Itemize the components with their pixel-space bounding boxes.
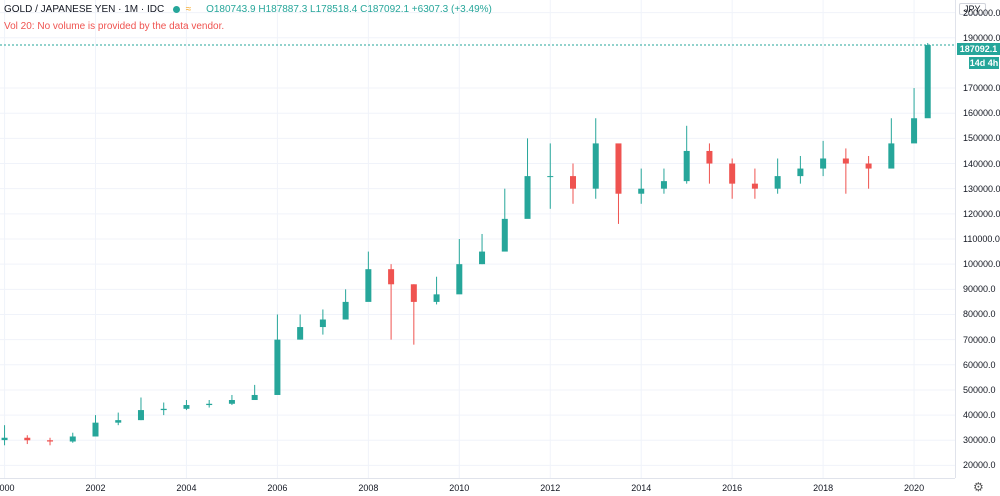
currency-badge[interactable]: JPY <box>959 3 986 15</box>
time-tick-label: 2012 <box>540 483 561 493</box>
candle-body <box>570 176 576 189</box>
candle-body <box>183 405 190 409</box>
bar-countdown-label: 14d 4h <box>969 57 999 69</box>
status-dot-icon <box>173 5 181 13</box>
candle-body <box>615 143 622 194</box>
time-tick-label: 2006 <box>267 483 288 493</box>
last-price-label: 187092.1 <box>957 43 1000 55</box>
candle-body <box>797 168 804 177</box>
chart-settings[interactable]: ⚙ <box>955 478 1000 496</box>
price-tick-label: 130000.0 <box>963 183 1000 194</box>
price-tick-label: 100000.0 <box>963 259 1000 270</box>
time-tick-label: 2002 <box>85 483 106 493</box>
candle-body <box>1 437 8 441</box>
candle-body <box>365 269 372 302</box>
time-tick-label: 2016 <box>722 483 743 493</box>
volume-notice: Vol 20: No volume is provided by the dat… <box>4 21 225 32</box>
price-tick-label: 160000.0 <box>963 108 1000 119</box>
price-tick-label: 170000.0 <box>963 83 1000 94</box>
candle-body <box>228 400 235 404</box>
candle-body <box>433 294 440 302</box>
candle-body <box>751 183 758 189</box>
candle-body <box>388 269 395 285</box>
candle-body <box>820 158 827 169</box>
price-tick-label: 70000.0 <box>963 334 996 345</box>
price-tick-label: 30000.0 <box>963 435 996 446</box>
price-tick-label: 40000.0 <box>963 410 996 421</box>
candle-body <box>297 327 304 340</box>
price-tick-label: 120000.0 <box>963 208 1000 219</box>
candle-body <box>683 150 690 182</box>
candle-body <box>137 410 144 421</box>
gear-icon[interactable]: ⚙ <box>973 480 984 494</box>
candle-body <box>92 422 99 437</box>
candle-body <box>501 218 508 252</box>
price-tick-label: 80000.0 <box>963 309 996 320</box>
time-tick-label: 2014 <box>631 483 652 493</box>
candle-body <box>592 143 599 189</box>
candle-body <box>865 163 872 169</box>
candle-body <box>774 176 781 189</box>
candle-body <box>924 45 931 119</box>
candle-body <box>911 118 918 144</box>
price-tick-label: 60000.0 <box>963 359 996 370</box>
time-tick-label: 2004 <box>176 483 197 493</box>
candle-body <box>888 143 895 169</box>
candle-body <box>24 437 31 441</box>
price-tick-label: 200000.0 <box>963 7 1000 18</box>
candle-body <box>206 403 213 406</box>
price-tick-label: 90000.0 <box>963 284 996 295</box>
chart-pane[interactable]: GOLD / JAPANESE YEN · 1M · IDC ≈ O180743… <box>0 0 955 478</box>
candle-body <box>274 339 281 395</box>
candle-body <box>47 440 54 442</box>
price-tick-label: 110000.0 <box>963 234 1000 244</box>
candle-body <box>69 436 76 442</box>
candle-body <box>524 176 531 219</box>
time-tick-label: 2000 <box>0 483 15 493</box>
price-tick-label: 140000.0 <box>963 158 1000 169</box>
ohlc-values: O180743.9 H187887.3 L178518.4 C187092.1 … <box>206 4 492 15</box>
price-tick-label: 190000.0 <box>963 32 1000 43</box>
symbol-legend[interactable]: GOLD / JAPANESE YEN · 1M · IDC ≈ O180743… <box>4 4 492 15</box>
candle-body <box>842 158 849 164</box>
time-tick-label: 2018 <box>813 483 834 493</box>
candle-body <box>638 188 645 194</box>
candle-body <box>410 284 417 302</box>
candle-body <box>251 394 258 401</box>
candle-body <box>706 150 713 164</box>
candle-body <box>660 181 667 189</box>
price-axis[interactable]: JPY 200000.0 190000.0 170000.0 160000.0 1500… <box>955 0 1000 478</box>
candle-body <box>729 163 736 184</box>
candle-body <box>547 176 554 178</box>
price-tick-label: 50000.0 <box>963 384 996 395</box>
time-tick-label: 2010 <box>449 483 470 493</box>
candle-body <box>319 319 326 328</box>
symbol-title[interactable]: GOLD / JAPANESE YEN · 1M · IDC <box>4 4 165 15</box>
price-tick-label: 20000.0 <box>963 460 996 471</box>
price-tick-label: 150000.0 <box>963 133 1000 144</box>
candlestick-chart[interactable] <box>0 0 955 478</box>
candle-body <box>342 301 349 320</box>
time-tick-label: 2020 <box>904 483 925 493</box>
candle-body <box>115 420 122 423</box>
candle-body <box>160 408 167 411</box>
candle-body <box>479 251 486 265</box>
waves-icon: ≈ <box>185 4 192 15</box>
time-tick-label: 2008 <box>358 483 379 493</box>
time-axis[interactable]: 2000 2002 2004 2006 2008 2010 2012 2014 2016 2018… <box>0 478 955 496</box>
candle-body <box>456 264 463 295</box>
